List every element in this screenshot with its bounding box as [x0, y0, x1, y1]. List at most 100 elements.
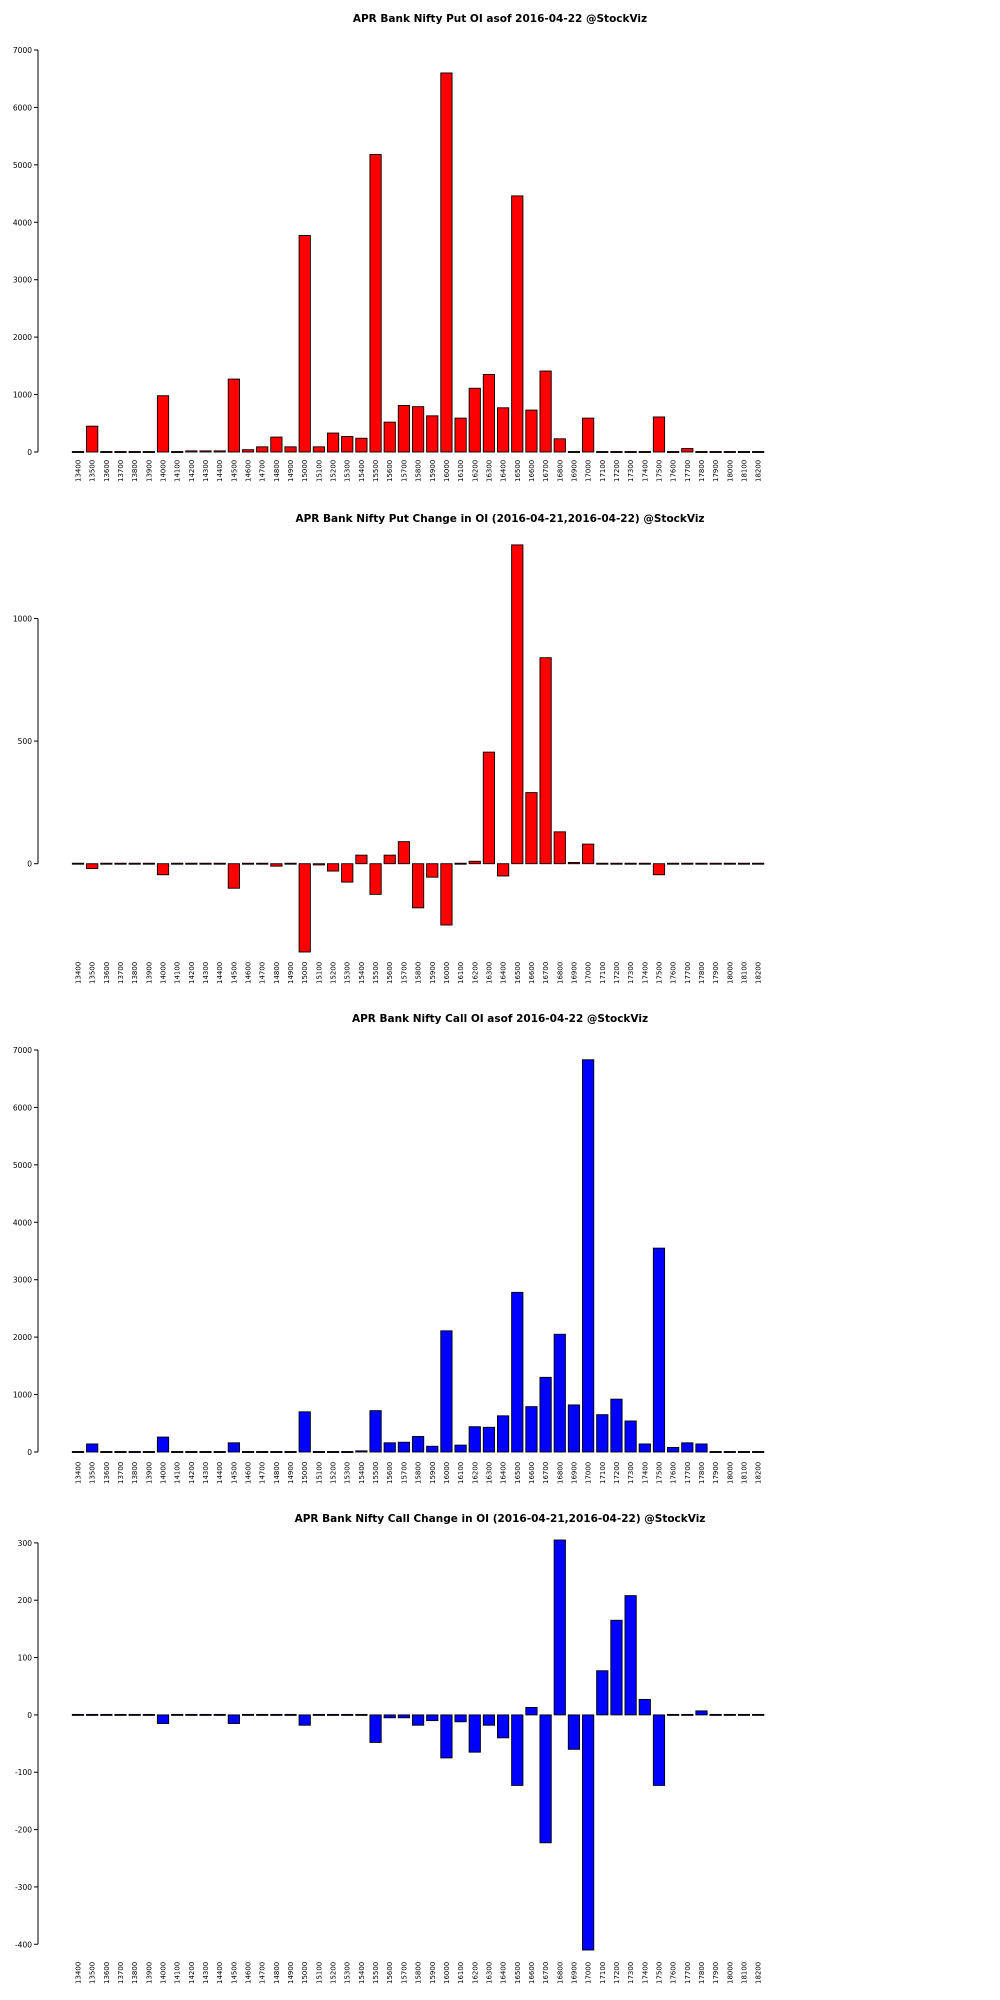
y-tick-label: -300 — [15, 1883, 32, 1892]
x-tick-label: 16300 — [485, 962, 493, 984]
x-tick-label: 15900 — [429, 460, 437, 482]
bar-14900 — [284, 862, 297, 865]
x-tick-label: 13500 — [89, 1462, 97, 1484]
x-tick-label: 15000 — [301, 1462, 309, 1484]
x-tick-label: 15100 — [315, 460, 323, 482]
x-tick-label: 16900 — [570, 1962, 578, 1984]
x-tick-label: 14600 — [245, 962, 253, 984]
bar-14500 — [227, 378, 240, 453]
bar-17200 — [610, 1398, 623, 1453]
bar-17700 — [681, 1442, 694, 1453]
x-tick-label: 15100 — [315, 1962, 323, 1984]
x-tick-label: 13900 — [145, 1462, 153, 1484]
bar-16600 — [525, 1406, 538, 1453]
x-tick-label: 18200 — [755, 1462, 763, 1484]
x-tick-label: 14300 — [202, 1462, 210, 1484]
x-tick-label: 15600 — [386, 1462, 394, 1484]
bar-18100 — [737, 1451, 751, 1453]
bar-16800 — [553, 1539, 566, 1716]
bar-15600 — [383, 421, 396, 453]
x-tick-label: 16400 — [500, 1962, 508, 1984]
x-tick-label: 13700 — [117, 962, 125, 984]
bar-15400 — [355, 437, 368, 453]
bar-16200 — [468, 860, 481, 865]
x-tick-label: 15000 — [301, 962, 309, 984]
bar-14700 — [256, 1713, 269, 1716]
y-tick-label: 1000 — [13, 614, 32, 623]
x-tick-label: 15200 — [330, 1962, 338, 1984]
x-tick-label: 17700 — [684, 1962, 692, 1984]
bar-16600 — [525, 1706, 538, 1716]
x-tick-label: 17100 — [599, 1962, 607, 1984]
x-tick-label: 17500 — [655, 962, 663, 984]
bar-17500 — [652, 416, 666, 453]
x-tick-label: 16000 — [443, 962, 451, 984]
x-tick-label: 13500 — [89, 1962, 97, 1984]
bar-18100 — [737, 862, 751, 865]
bar-18200 — [752, 451, 765, 453]
bar-13500 — [86, 425, 99, 453]
x-tick-label: 15800 — [415, 1962, 423, 1984]
x-tick-label: 14900 — [287, 962, 295, 984]
bar-16300 — [482, 1714, 496, 1726]
x-tick-label: 16500 — [514, 1462, 522, 1484]
x-tick-label: 15300 — [344, 1462, 352, 1484]
bar-13900 — [142, 862, 155, 865]
x-tick-label: 15800 — [415, 460, 423, 482]
y-tick-label: 7000 — [13, 46, 32, 55]
x-tick-label: 15700 — [400, 460, 408, 482]
bar-14600 — [241, 449, 255, 453]
x-tick-label: 14900 — [287, 460, 295, 482]
x-tick-label: 14800 — [273, 1462, 281, 1484]
bar-17100 — [596, 1670, 609, 1716]
x-tick-label: 17800 — [698, 1462, 706, 1484]
x-tick-label: 13600 — [103, 1462, 111, 1484]
bar-15800 — [411, 1714, 425, 1726]
bar-18000 — [723, 1451, 736, 1453]
x-tick-label: 18000 — [726, 962, 734, 984]
x-tick-label: 16800 — [556, 962, 564, 984]
bar-17200 — [610, 862, 623, 865]
bar-16400 — [497, 1415, 510, 1453]
bar-14200 — [185, 1713, 198, 1716]
x-tick-label: 13800 — [131, 962, 139, 984]
x-tick-label: 16200 — [471, 1462, 479, 1484]
bar-13800 — [128, 862, 141, 865]
bar-17800 — [695, 862, 708, 865]
bar-14700 — [256, 1451, 269, 1453]
x-tick-label: 14700 — [259, 1462, 267, 1484]
bar-16200 — [468, 387, 481, 453]
chart-3: APR Bank Nifty Call OI asof 2016-04-22 @… — [13, 1013, 765, 1484]
x-tick-label: 17300 — [627, 962, 635, 984]
x-tick-label: 15500 — [372, 460, 380, 482]
x-tick-label: 13600 — [103, 962, 111, 984]
bar-15400 — [355, 854, 368, 865]
bar-17200 — [610, 451, 623, 453]
x-tick-label: 17200 — [613, 962, 621, 984]
x-tick-label: 14600 — [245, 1462, 253, 1484]
bar-17100 — [596, 862, 609, 865]
x-tick-label: 14600 — [245, 1962, 253, 1984]
bar-17500 — [652, 863, 666, 876]
bar-16800 — [553, 1333, 566, 1453]
x-tick-label: 14400 — [216, 460, 224, 482]
x-tick-label: 17000 — [585, 1962, 593, 1984]
x-tick-label: 13900 — [145, 962, 153, 984]
bar-17000 — [582, 843, 595, 865]
x-tick-label: 16700 — [542, 1462, 550, 1484]
x-tick-label: 14700 — [259, 962, 267, 984]
bar-13800 — [128, 1451, 141, 1453]
bar-16300 — [482, 374, 496, 453]
y-tick-label: 5000 — [13, 161, 32, 170]
x-tick-label: 18100 — [740, 460, 748, 482]
bar-15800 — [411, 863, 425, 909]
x-tick-label: 16100 — [457, 1962, 465, 1984]
x-tick-label: 14700 — [259, 1962, 267, 1984]
x-tick-label: 14800 — [273, 460, 281, 482]
chart-4: APR Bank Nifty Call Change in OI (2016-0… — [15, 1513, 765, 1984]
x-tick-label: 17600 — [670, 1962, 678, 1984]
x-tick-label: 13500 — [89, 962, 97, 984]
x-tick-label: 16600 — [528, 1462, 536, 1484]
bar-16700 — [539, 1376, 552, 1453]
bar-15200 — [326, 1713, 340, 1716]
